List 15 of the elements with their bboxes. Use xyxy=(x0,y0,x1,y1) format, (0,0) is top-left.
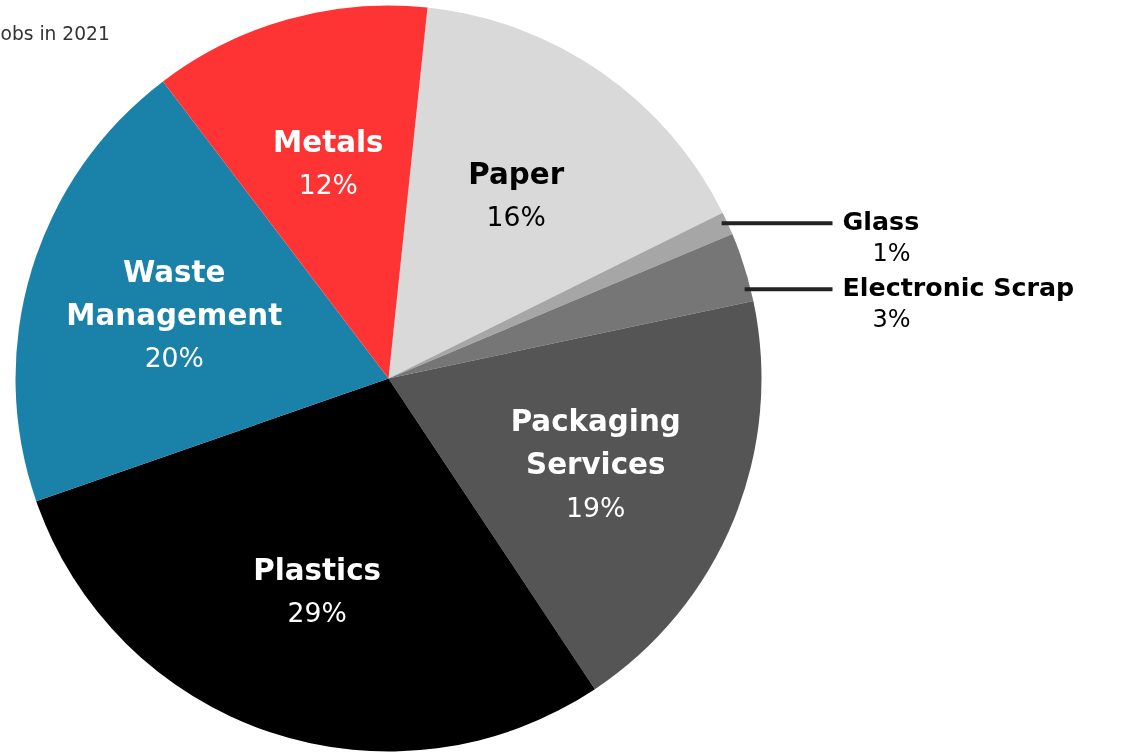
text: obs in 2021 xyxy=(0,23,110,44)
data-label: 16% xyxy=(486,201,546,233)
data-label: 1% xyxy=(872,239,911,268)
slice-label: Glass xyxy=(842,206,920,237)
data-label: 3% xyxy=(872,305,911,334)
data-label: 29% xyxy=(287,597,347,629)
slice-label: Packaging Services xyxy=(510,404,681,482)
data-label: 20% xyxy=(144,342,204,374)
slice-label: Waste Management xyxy=(66,254,283,332)
slice-label: Paper xyxy=(468,156,565,191)
slice-label: Plastics xyxy=(253,552,381,587)
slice-label: Electronic Scrap xyxy=(842,272,1075,303)
slice-label: Metals xyxy=(273,124,384,159)
data-label: 12% xyxy=(298,169,358,201)
data-label: 19% xyxy=(566,491,626,523)
